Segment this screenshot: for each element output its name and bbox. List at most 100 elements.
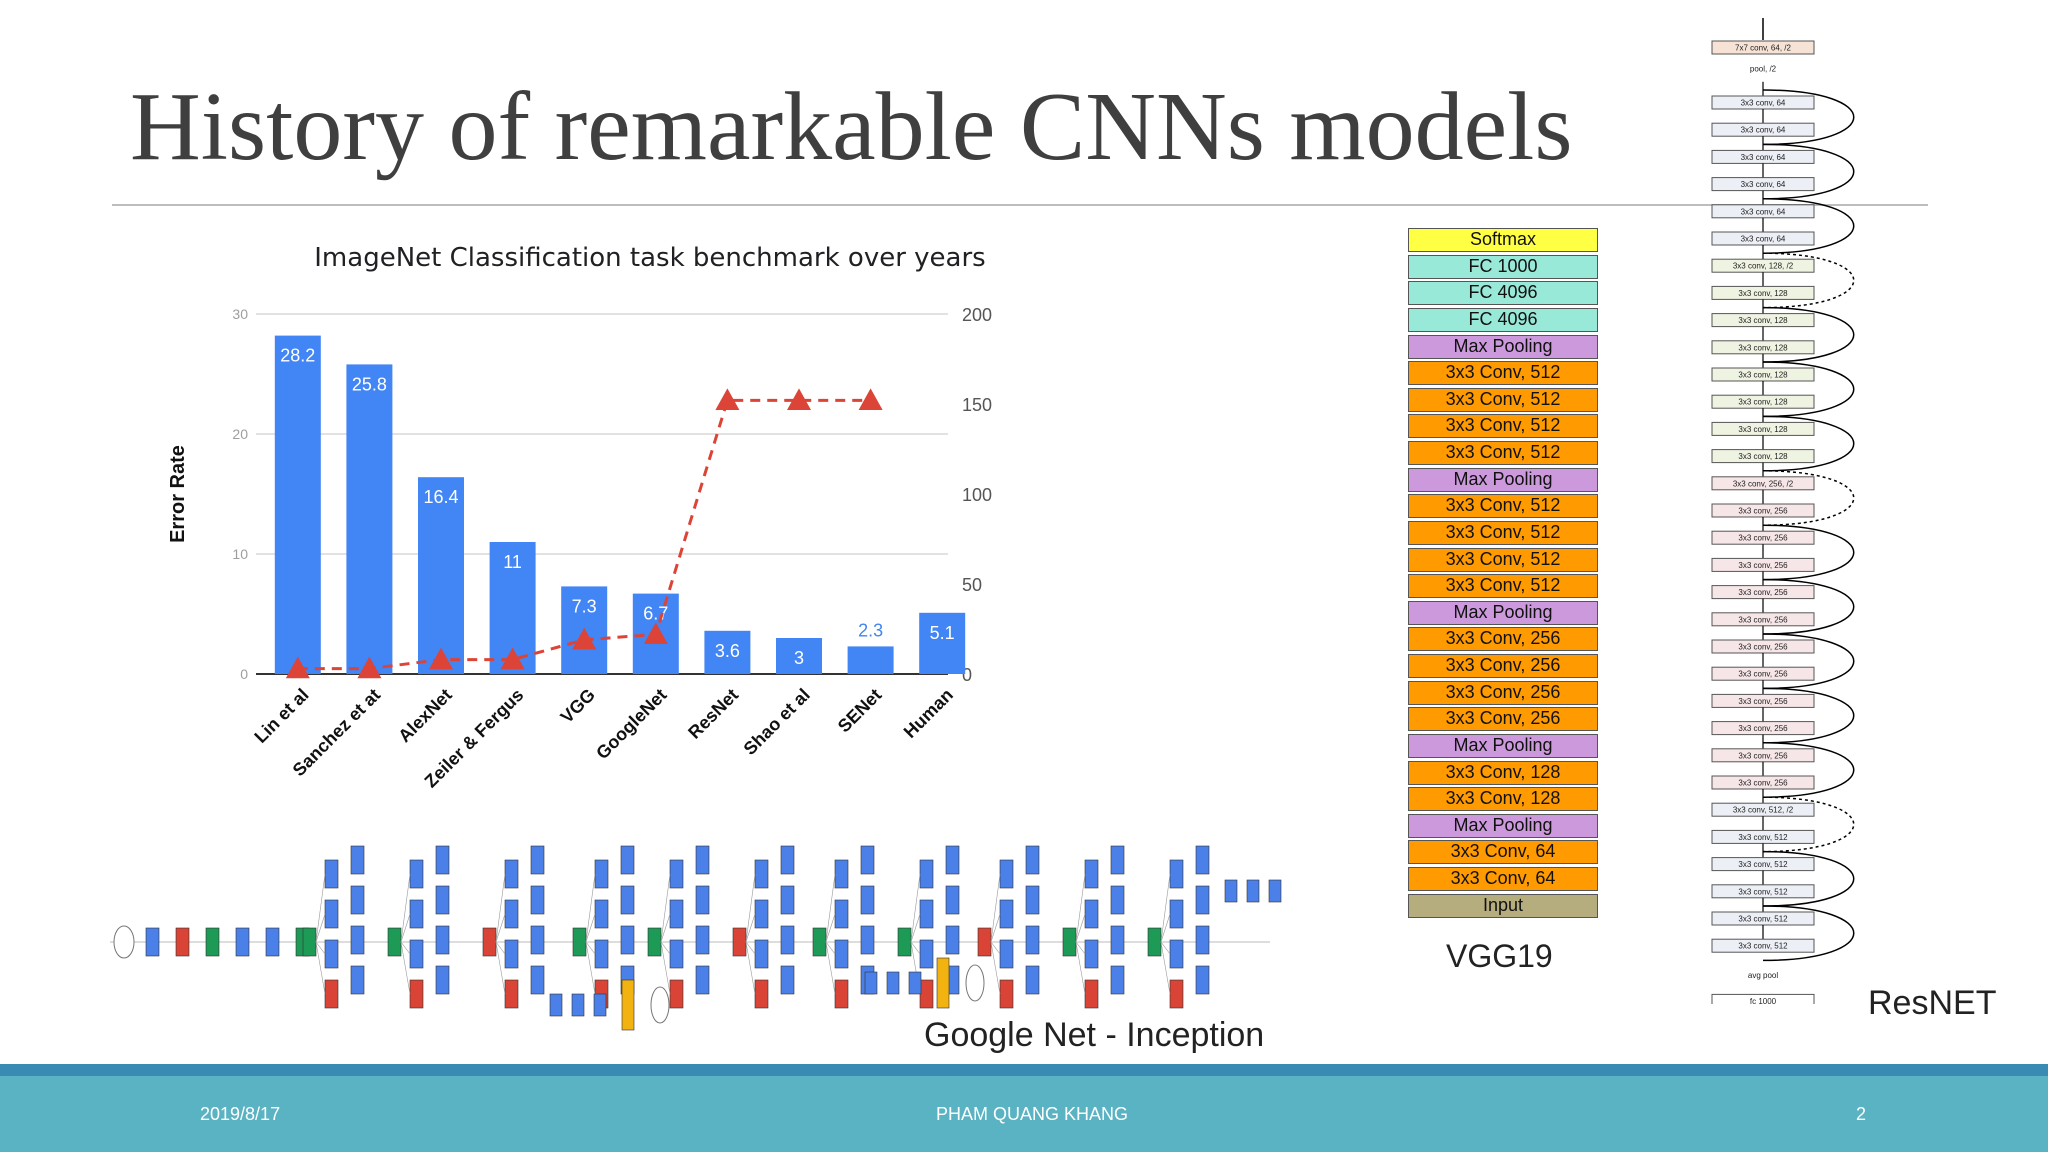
inception-block [1025, 965, 1040, 995]
y-axis-title-left: Error Rate [167, 445, 189, 543]
vgg19-caption: VGG19 [1446, 938, 1553, 974]
inception-block [1110, 845, 1125, 875]
inception-block [530, 925, 545, 955]
y-tick-label-left: 0 [240, 666, 248, 682]
inception-edge [1075, 941, 1086, 995]
x-tick-label: SENet [834, 685, 886, 737]
inception-block [350, 965, 365, 995]
resnet-skip-connection [1762, 415, 1855, 472]
vgg19-layer: 3x3 Conv, 256 [1408, 654, 1598, 678]
vgg19-layer: 3x3 Conv, 512 [1408, 547, 1598, 572]
layers-marker [572, 627, 597, 650]
inception-block [1025, 845, 1040, 875]
y-tick-label-right: 150 [962, 395, 992, 415]
inception-block [265, 927, 280, 957]
inception-block [834, 859, 849, 889]
inception-output-node [965, 964, 985, 1002]
vgg19-layer: Max Pooling [1408, 467, 1598, 492]
inception-block [1110, 925, 1125, 955]
bar-value-label: 11 [503, 552, 522, 572]
resnet-layer: 3x3 conv, 64 [1741, 99, 1786, 108]
inception-block [1147, 927, 1162, 957]
inception-input-node [113, 925, 135, 959]
inception-edge [315, 941, 326, 995]
inception-edge [1160, 913, 1171, 943]
vgg19-layer: 3x3 Conv, 128 [1408, 760, 1598, 785]
y-tick-label-left: 20 [232, 426, 248, 442]
resnet-layer: 3x3 conv, 64 [1741, 153, 1786, 162]
vgg19-layer: Max Pooling [1408, 733, 1598, 758]
resnet-skip-connection [1762, 252, 1855, 309]
inception-edge [1075, 913, 1086, 943]
inception-block [919, 859, 934, 889]
resnet-skip-connection [1762, 742, 1855, 798]
inception-block [780, 965, 795, 995]
x-tick-label: Human [900, 685, 957, 742]
inception-block [1110, 885, 1125, 915]
inception-block [1195, 965, 1210, 995]
inception-block [834, 899, 849, 929]
inception-edge [585, 941, 596, 955]
footer-page-number: 2 [1856, 1104, 1867, 1124]
inception-block [999, 939, 1014, 969]
inception-block [1169, 979, 1184, 1009]
inception-edge [495, 913, 506, 943]
resnet-bottom-layer: avg pool [1748, 971, 1778, 980]
resnet-top-layer: pool, /2 [1750, 65, 1777, 74]
inception-block [999, 979, 1014, 1009]
inception-edge [990, 941, 1001, 955]
bar-value-label: 25.8 [352, 374, 387, 394]
inception-edge [400, 873, 411, 943]
inception-edge [660, 941, 671, 955]
inception-block [897, 927, 912, 957]
inception-block [504, 859, 519, 889]
inception-edge [495, 941, 506, 955]
resnet-layer: 3x3 conv, 64 [1741, 126, 1786, 135]
layers-marker [858, 388, 883, 410]
vgg19-layer: Input [1408, 893, 1598, 918]
footer-date: 2019/8/17 [200, 1104, 281, 1124]
vgg19-layer: 3x3 Conv, 256 [1408, 707, 1598, 732]
bar-human [919, 612, 966, 674]
resnet-layer: 3x3 conv, 64 [1741, 207, 1786, 216]
x-tick-label: GoogleNet [592, 685, 670, 763]
resnet-skip-connection [1762, 796, 1855, 853]
resnet-skip-connection [1762, 470, 1855, 526]
y-tick-label-right: 50 [962, 575, 982, 595]
vgg19-layer: 3x3 Conv, 512 [1408, 361, 1598, 386]
inception-edge [825, 873, 836, 943]
inception-block [571, 993, 585, 1017]
inception-block [1268, 879, 1282, 903]
resnet-layer: 3x3 conv, 256 [1738, 561, 1788, 570]
bar-value-label: 2.3 [858, 620, 883, 640]
inception-block [647, 927, 662, 957]
inception-block [754, 859, 769, 889]
resnet-skip-connection [1762, 524, 1855, 581]
inception-block [695, 965, 710, 995]
resnet-layer: 3x3 conv, 256 [1738, 588, 1788, 597]
inception-block [695, 845, 710, 875]
inception-block [350, 845, 365, 875]
inception-block [1169, 899, 1184, 929]
inception-block [669, 899, 684, 929]
inception-block [350, 925, 365, 955]
inception-block [409, 939, 424, 969]
inception-block [780, 885, 795, 915]
resnet-layer: 3x3 conv, 512 [1738, 915, 1788, 924]
inception-block [669, 859, 684, 889]
x-tick-label: VGG [557, 685, 599, 727]
resnet-layer: 3x3 conv, 256 [1738, 724, 1788, 733]
inception-caption: Google Net - Inception [924, 1016, 1265, 1054]
inception-block [594, 859, 609, 889]
inception-block [409, 859, 424, 889]
inception-block [695, 925, 710, 955]
inception-block [620, 885, 635, 915]
inception-edge [400, 913, 411, 943]
inception-block [145, 927, 160, 957]
vgg19-layer: 3x3 Conv, 128 [1408, 787, 1598, 812]
inception-edge [315, 913, 326, 943]
inception-block [572, 927, 587, 957]
inception-block [1224, 879, 1238, 903]
y-tick-label-right: 0 [962, 665, 972, 685]
inception-block [504, 899, 519, 929]
